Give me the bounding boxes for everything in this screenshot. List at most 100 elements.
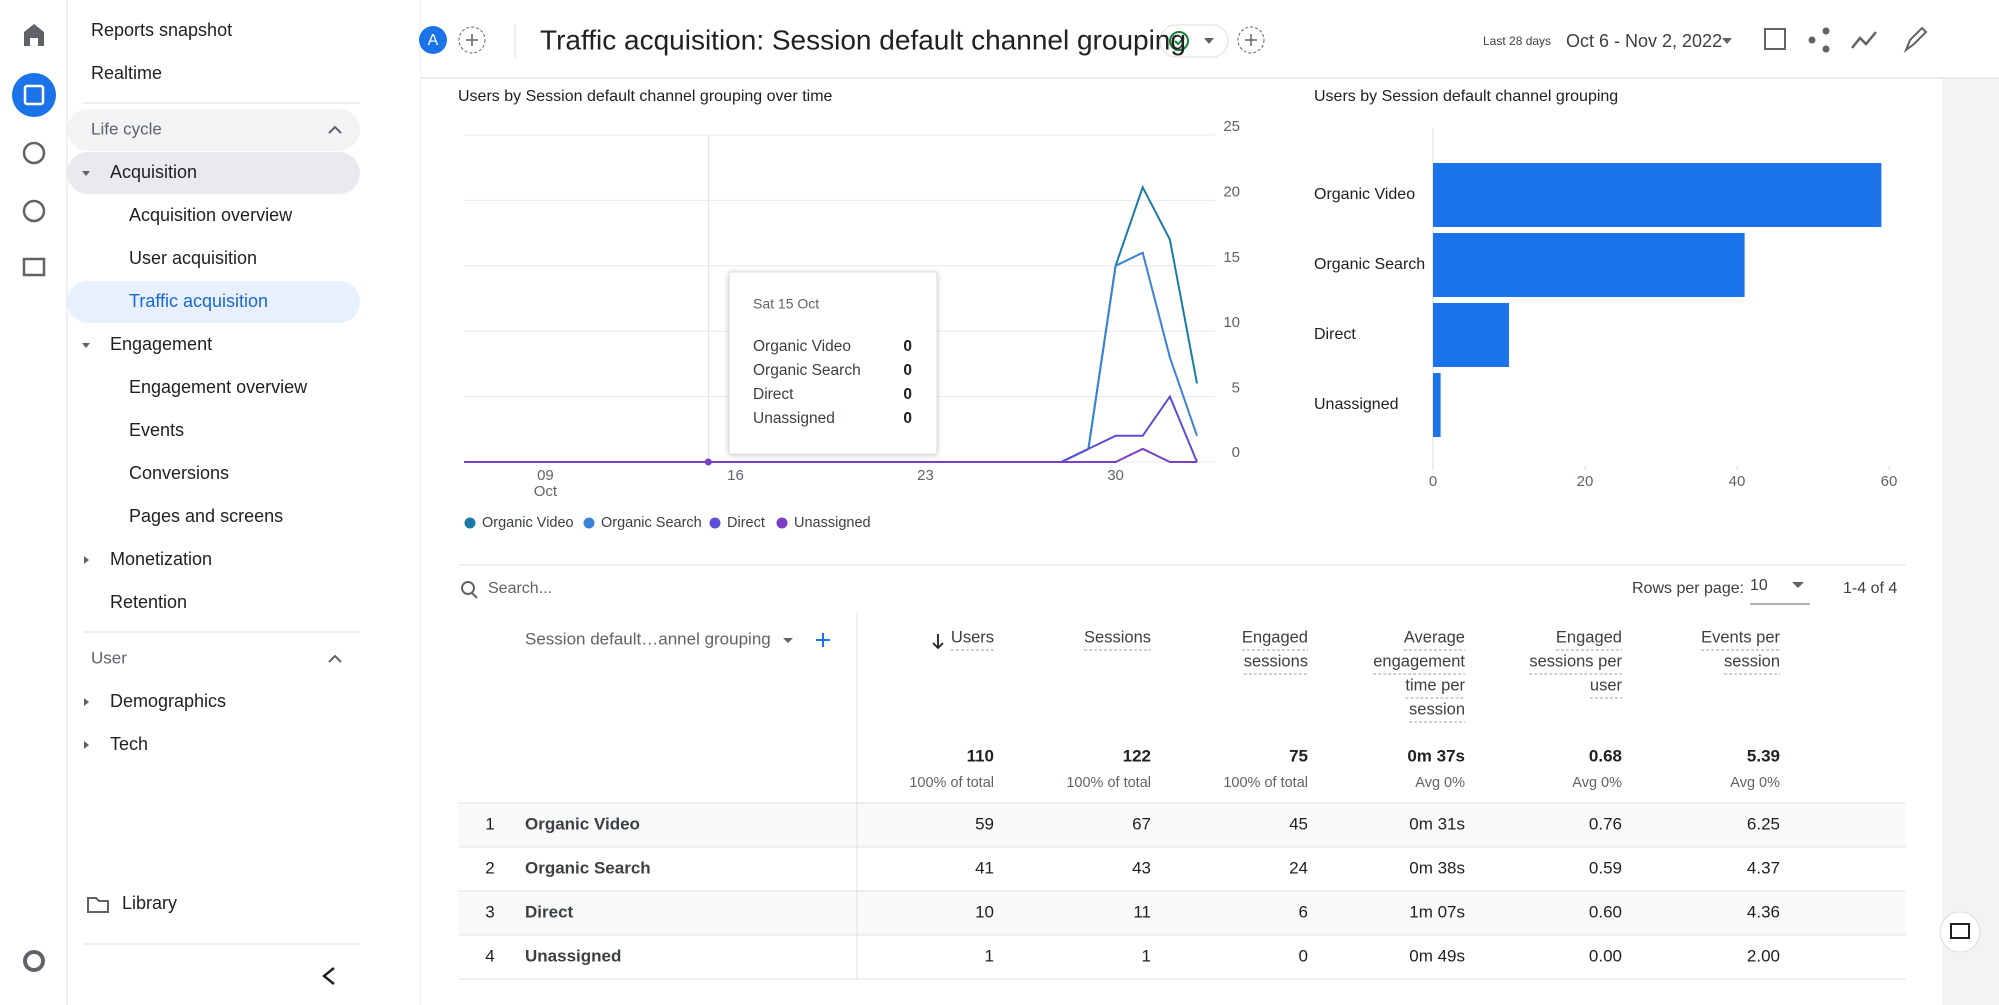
bar-label: Unassigned <box>1314 396 1399 413</box>
insights-icon[interactable] <box>1851 31 1877 49</box>
rows-per-page: 10 <box>1750 577 1768 594</box>
cell: 10 <box>975 902 994 921</box>
cell: 6 <box>1299 902 1308 921</box>
explore-icon[interactable] <box>22 141 46 165</box>
date-caret[interactable] <box>1722 38 1732 44</box>
sort-arrow[interactable] <box>932 634 944 650</box>
dimension-caret[interactable] <box>783 638 793 643</box>
row-index: 2 <box>485 858 494 877</box>
tooltip-value: 0 <box>903 386 912 403</box>
cell: 43 <box>1132 858 1151 877</box>
nav-link: Realtime <box>91 63 162 83</box>
nav-item: Events <box>129 420 184 440</box>
expand-arrow[interactable] <box>82 343 90 348</box>
column-total: 5.39 <box>1747 746 1780 765</box>
column-header: sessions <box>1244 652 1308 670</box>
bar <box>1433 373 1441 437</box>
collapse-chevron[interactable] <box>328 125 342 134</box>
cell: 2.00 <box>1747 946 1780 965</box>
share-dot <box>1822 45 1830 53</box>
column-header: session <box>1724 652 1780 670</box>
reports-icon[interactable] <box>12 73 56 117</box>
chart-title: Users by Session default channel groupin… <box>458 88 833 105</box>
nav-group: Tech <box>110 734 148 754</box>
dimension-header: Session default…annel grouping <box>525 629 771 648</box>
active-bg <box>67 152 360 194</box>
collapse-chevron[interactable] <box>328 654 342 663</box>
settings-icon[interactable] <box>23 950 45 972</box>
add-filter[interactable] <box>1237 26 1265 54</box>
expand-arrow[interactable] <box>84 556 89 564</box>
row-bg <box>458 891 1906 935</box>
cell: 0 <box>1299 946 1308 965</box>
advertising-icon[interactable] <box>22 199 46 223</box>
cell: 0.59 <box>1589 858 1622 877</box>
cell: 0m 31s <box>1409 814 1465 833</box>
add-dimension[interactable] <box>816 633 830 647</box>
edit-icon[interactable] <box>1903 26 1928 53</box>
column-header: Engaged <box>1556 628 1622 646</box>
configure-icon[interactable] <box>22 257 46 277</box>
chart-title: Users by Session default channel groupin… <box>1314 88 1618 105</box>
section-bg <box>67 109 360 151</box>
column-total: 122 <box>1123 746 1151 765</box>
cell: 67 <box>1132 814 1151 833</box>
nav-item: Traffic acquisition <box>129 291 268 311</box>
column-header: Users <box>951 628 994 646</box>
collapse-icon[interactable] <box>321 967 335 985</box>
column-header: time per <box>1405 676 1465 694</box>
column-total: 110 <box>967 746 994 765</box>
expand-arrow[interactable] <box>84 698 89 706</box>
legend-swatch <box>776 517 788 529</box>
avatar[interactable] <box>419 26 447 54</box>
cell: 11 <box>1133 902 1151 921</box>
legend-swatch <box>583 517 595 529</box>
row-name: Unassigned <box>525 946 621 965</box>
rows-per-page-label: Rows per page: <box>1632 580 1744 597</box>
nav-group: Engagement <box>110 334 212 354</box>
series-line <box>464 447 1197 463</box>
tooltip-value: 0 <box>903 338 912 355</box>
cell: 1m 07s <box>1409 902 1465 921</box>
feedback-button[interactable] <box>1939 911 1981 953</box>
bar <box>1433 233 1745 297</box>
column-total-note: 100% of total <box>909 775 994 791</box>
tooltip-label: Organic Video <box>753 338 851 355</box>
caret <box>1204 38 1214 44</box>
nav-item: Acquisition overview <box>129 205 293 225</box>
row-bg <box>458 803 1906 847</box>
cell: 24 <box>1289 858 1308 877</box>
date-label: Last 28 days <box>1483 34 1551 48</box>
cell: 59 <box>975 814 994 833</box>
select-caret[interactable] <box>1792 582 1804 588</box>
nav-group: Demographics <box>110 691 226 711</box>
cell: 4.36 <box>1747 902 1780 921</box>
column-header: Engaged <box>1242 628 1308 646</box>
row-name: Direct <box>525 902 574 921</box>
column-total-note: 100% of total <box>1066 775 1151 791</box>
cell: 0m 38s <box>1409 858 1465 877</box>
x-tick-label: 20 <box>1577 473 1594 490</box>
nav-group: Retention <box>110 592 187 612</box>
share-icon[interactable] <box>1808 36 1816 44</box>
feedback-icon <box>1950 923 1970 939</box>
plus <box>466 34 478 46</box>
avatar-letter: A <box>428 32 439 49</box>
nav-group: Monetization <box>110 549 212 569</box>
expand-arrow[interactable] <box>84 741 89 749</box>
legend-swatch <box>709 517 721 529</box>
customize-icon[interactable] <box>1764 28 1786 50</box>
cell: 0m 49s <box>1409 946 1465 965</box>
section-title: User <box>91 648 127 667</box>
column-header: Sessions <box>1084 628 1151 646</box>
selected-bg <box>67 281 360 323</box>
row-index: 1 <box>485 814 494 833</box>
legend-label: Unassigned <box>794 515 871 531</box>
add-comparison[interactable] <box>458 26 486 54</box>
column-total: 0.68 <box>1589 746 1622 765</box>
y-tick-label: 5 <box>1232 380 1240 397</box>
x-tick-label: 16 <box>727 467 744 484</box>
home-icon[interactable] <box>24 24 44 46</box>
expand-arrow[interactable] <box>82 171 90 176</box>
